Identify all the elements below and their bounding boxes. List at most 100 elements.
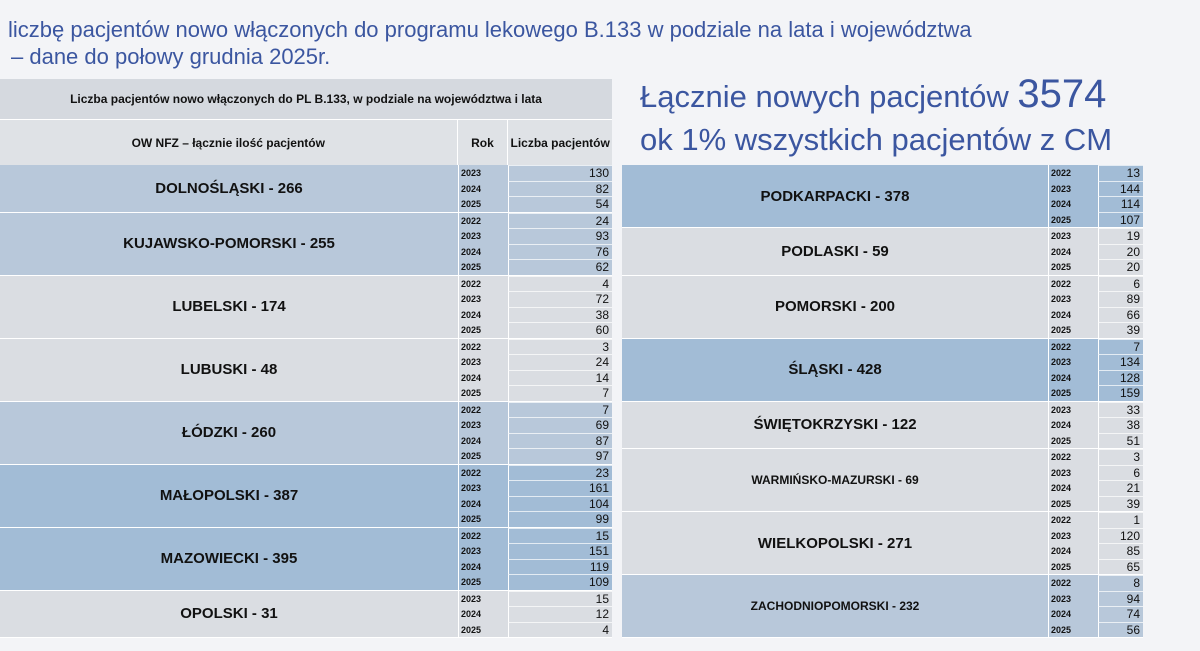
year-cell: 2024 <box>458 180 508 196</box>
table-row: 2023 33 <box>1048 401 1143 417</box>
table-row: 2025 159 <box>1048 385 1143 401</box>
table-row: 2024 119 <box>458 558 612 574</box>
region-years: 2022 24 2023 93 2024 76 2025 62 <box>458 212 612 275</box>
table-row: 2023 69 <box>458 417 612 433</box>
left-table-body: DOLNOŚLĄSKI - 266 2023 130 2024 82 2025 54 KUJA… <box>0 165 612 638</box>
table-row: 2024 14 <box>458 369 612 385</box>
table-row: 2022 15 <box>458 527 612 543</box>
table-row: 2024 74 <box>1048 606 1143 622</box>
table-row: 2024 66 <box>1048 306 1143 322</box>
summary-total: Łącznie nowych pacjentów 3574 <box>640 72 1112 118</box>
count-cell: 4 <box>508 275 612 291</box>
year-cell: 2022 <box>1048 165 1098 181</box>
count-cell: 74 <box>1098 606 1143 622</box>
count-cell: 99 <box>508 511 612 527</box>
year-cell: 2024 <box>458 369 508 385</box>
table-row: 2022 7 <box>458 401 612 417</box>
year-cell: 2025 <box>1048 322 1098 338</box>
header-count: Liczba pacjentów <box>507 120 612 165</box>
summary-box: Łącznie nowych pacjentów 3574 ok 1% wszy… <box>640 72 1112 162</box>
year-cell: 2023 <box>458 354 508 370</box>
count-cell: 13 <box>1098 165 1143 181</box>
count-cell: 120 <box>1098 527 1143 543</box>
header-year: Rok <box>456 120 508 165</box>
count-cell: 24 <box>508 212 612 228</box>
right-table-body: PODKARPACKI - 378 2022 13 2023 144 2024 114 202… <box>622 165 1143 638</box>
region-years: 2022 23 2023 161 2024 104 2025 99 <box>458 464 612 527</box>
count-cell: 62 <box>508 259 612 275</box>
table-row: 2022 4 <box>458 275 612 291</box>
year-cell: 2023 <box>1048 291 1098 307</box>
year-cell: 2022 <box>458 527 508 543</box>
region-name: MAŁOPOLSKI - 387 <box>159 487 299 504</box>
year-cell: 2025 <box>1048 495 1098 511</box>
region-years: 2022 4 2023 72 2024 38 2025 60 <box>458 275 612 338</box>
year-cell: 2023 <box>1048 354 1098 370</box>
table-row: 2025 65 <box>1048 558 1143 574</box>
year-cell: 2024 <box>458 306 508 322</box>
table-row: 2022 6 <box>1048 275 1143 291</box>
table-row: 2024 128 <box>1048 369 1143 385</box>
summary-total-label: Łącznie nowych pacjentów <box>640 79 1009 114</box>
count-cell: 7 <box>1098 338 1143 354</box>
region-years: 2023 15 2024 12 2025 4 <box>458 590 612 637</box>
header-region: OW NFZ – łącznie ilość pacjentów <box>131 135 325 150</box>
table-row: 2025 39 <box>1048 322 1143 338</box>
table-row: 2024 104 <box>458 495 612 511</box>
region-block: LUBUSKI - 48 2022 3 2023 24 2024 14 2025 7 <box>0 338 612 402</box>
count-cell: 3 <box>508 338 612 354</box>
count-cell: 151 <box>508 543 612 559</box>
summary-total-number: 3574 <box>1017 72 1107 116</box>
table-row: 2025 109 <box>458 574 612 590</box>
year-cell: 2025 <box>458 511 508 527</box>
region-name: POMORSKI - 200 <box>774 298 896 315</box>
year-cell: 2022 <box>1048 449 1098 465</box>
count-cell: 33 <box>1098 401 1143 417</box>
year-cell: 2025 <box>458 322 508 338</box>
count-cell: 6 <box>1098 464 1143 480</box>
year-cell: 2022 <box>1048 275 1098 291</box>
summary-percent: ok 1% wszystkich pacjentów z CM <box>640 122 1113 157</box>
year-cell: 2025 <box>1048 211 1098 227</box>
table-row: 2023 24 <box>458 354 612 370</box>
count-cell: 51 <box>1098 432 1143 448</box>
year-cell: 2022 <box>1048 338 1098 354</box>
table-row: 2025 56 <box>1048 621 1143 637</box>
table-row: 2025 97 <box>458 448 612 464</box>
year-cell: 2023 <box>1048 401 1098 417</box>
year-cell: 2024 <box>1048 606 1098 622</box>
year-cell: 2022 <box>1048 575 1098 591</box>
table-row: 2024 85 <box>1048 543 1143 559</box>
table-header: OW NFZ – łącznie ilość pacjentów Rok Lic… <box>0 119 612 165</box>
year-cell: 2022 <box>458 464 508 480</box>
region-block: DOLNOŚLĄSKI - 266 2023 130 2024 82 2025 54 <box>0 165 612 213</box>
year-cell: 2025 <box>1048 621 1098 637</box>
table-row: 2025 60 <box>458 322 612 338</box>
region-years: 2022 3 2023 24 2024 14 2025 7 <box>458 338 612 401</box>
year-cell: 2024 <box>458 432 508 448</box>
table-row: 2022 1 <box>1048 512 1143 528</box>
region-block: MAŁOPOLSKI - 387 2022 23 2023 161 2024 104 2025… <box>0 464 612 528</box>
table-row: 2023 130 <box>458 165 612 181</box>
region-name: PODLASKI - 59 <box>781 242 889 260</box>
count-cell: 38 <box>1098 417 1143 433</box>
table-row: 2024 114 <box>1048 196 1143 212</box>
count-cell: 65 <box>1098 558 1143 574</box>
count-cell: 69 <box>508 417 612 433</box>
table-row: 2025 4 <box>458 621 612 637</box>
count-cell: 8 <box>1098 575 1143 591</box>
region-name: ŚLĄSKI - 428 <box>788 361 882 378</box>
region-years: 2023 33 2024 38 2025 51 <box>1048 401 1143 448</box>
region-name: KUJAWSKO-POMORSKI - 255 <box>123 235 335 252</box>
region-block: ZACHODNIOPOMORSKI - 232 2022 8 2023 94 2024 74… <box>622 575 1143 638</box>
count-cell: 119 <box>508 558 612 574</box>
count-cell: 20 <box>1098 243 1143 259</box>
table-row: 2023 72 <box>458 291 612 307</box>
table-row: 2025 107 <box>1048 211 1143 227</box>
table-row: 2023 6 <box>1048 464 1143 480</box>
table-row: 2023 94 <box>1048 590 1143 606</box>
table-row: 2025 39 <box>1048 495 1143 511</box>
region-block: ŚLĄSKI - 428 2022 7 2023 134 2024 128 2025 159 <box>622 338 1143 402</box>
region-block: PODKARPACKI - 378 2022 13 2023 144 2024 114 202… <box>622 165 1143 228</box>
region-block: OPOLSKI - 31 2023 15 2024 12 2025 4 <box>0 590 612 638</box>
